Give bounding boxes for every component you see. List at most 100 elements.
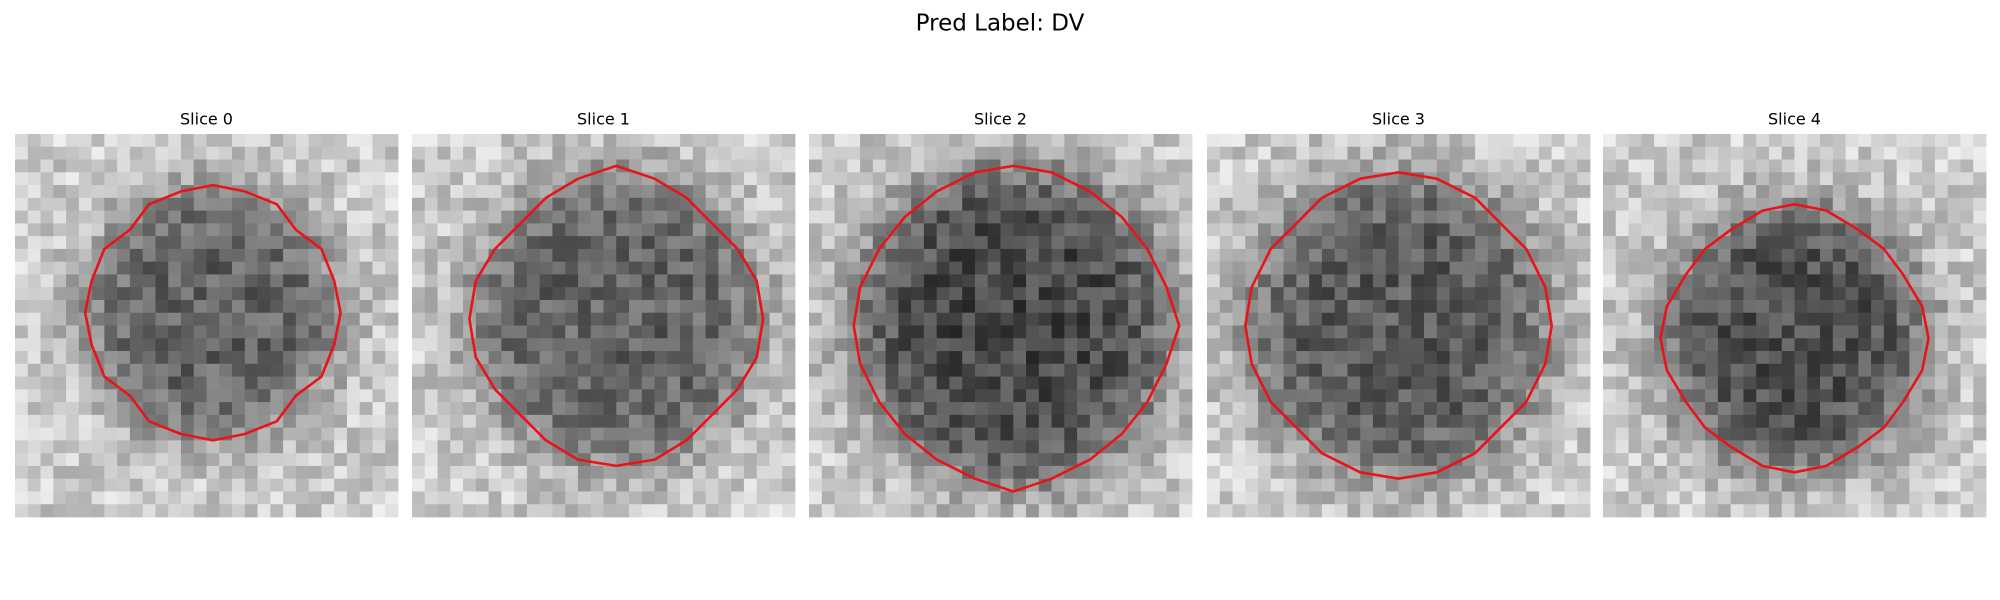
pixel (936, 134, 950, 148)
pixel (1398, 210, 1412, 224)
pixel (1551, 146, 1565, 160)
pixel (731, 299, 745, 314)
pixel (142, 453, 156, 467)
pixel (552, 427, 566, 441)
pixel (590, 185, 604, 199)
pixel (1615, 363, 1629, 377)
pixel (104, 287, 118, 301)
pixel (117, 465, 131, 480)
pixel (743, 197, 758, 211)
pixel (809, 210, 823, 224)
pixel (1794, 491, 1808, 505)
pixel (219, 134, 233, 148)
pixel (898, 248, 912, 263)
pixel (1449, 427, 1463, 441)
pixel (193, 465, 207, 480)
pixel (1115, 185, 1129, 199)
pixel (1000, 504, 1014, 518)
pixel (847, 402, 861, 416)
pixel (1283, 376, 1297, 390)
pixel (603, 351, 617, 365)
pixel (1102, 210, 1116, 224)
pixel (1296, 312, 1310, 326)
pixel (565, 299, 579, 314)
pixel (1258, 427, 1272, 441)
pixel (1038, 376, 1052, 390)
pixel (1000, 402, 1014, 416)
pixel (1705, 159, 1719, 173)
pixel (1258, 351, 1272, 365)
pixel (1140, 440, 1155, 454)
pixel (1411, 363, 1425, 377)
pixel (1654, 478, 1668, 492)
pixel (911, 210, 925, 224)
pixel (334, 363, 348, 377)
pixel (1717, 146, 1732, 160)
pixel (501, 504, 515, 518)
pixel (232, 236, 246, 250)
pixel (1654, 172, 1668, 186)
pixel (283, 197, 297, 211)
pixel (1883, 223, 1898, 237)
pixel (1538, 453, 1553, 467)
pixel (1321, 402, 1336, 416)
pixel (1219, 414, 1233, 429)
pixel (1385, 312, 1399, 326)
pixel (667, 478, 681, 492)
pixel (129, 261, 144, 275)
pixel (1679, 440, 1693, 454)
pixel (1794, 363, 1808, 377)
pixel (1871, 248, 1885, 263)
pixel (680, 172, 694, 186)
pixel (1526, 197, 1540, 211)
pixel (936, 427, 950, 441)
pixel (1347, 414, 1361, 429)
pixel (1245, 223, 1259, 237)
pixel (1743, 146, 1757, 160)
pixel (1128, 453, 1142, 467)
pixel (565, 440, 579, 454)
pixel (385, 376, 399, 390)
pixel (1756, 325, 1770, 339)
pixel (1115, 351, 1129, 365)
pixel (1551, 414, 1565, 429)
pixel (78, 172, 92, 186)
pixel (911, 325, 925, 339)
pixel (1270, 159, 1284, 173)
pixel (463, 389, 477, 403)
pixel (962, 402, 976, 416)
pixel (244, 363, 258, 377)
pixel (1462, 159, 1476, 173)
pixel (949, 159, 963, 173)
pixel (552, 453, 566, 467)
pixel (577, 146, 592, 160)
pixel (1896, 427, 1910, 441)
pixel (962, 159, 976, 173)
pixel (590, 312, 604, 326)
pixel (1858, 338, 1872, 352)
pixel (1934, 402, 1949, 416)
pixel (359, 197, 373, 211)
pixel (424, 299, 438, 314)
pixel (1858, 134, 1872, 148)
pixel (1309, 478, 1323, 492)
pixel (1347, 134, 1361, 148)
panel-title: Slice 1 (577, 110, 630, 129)
pixel (756, 402, 770, 416)
pixel (53, 312, 67, 326)
pixel (616, 197, 630, 211)
pixel (257, 338, 271, 352)
pixel (1807, 363, 1821, 377)
pixel (1947, 478, 1961, 492)
pixel (1321, 287, 1336, 301)
pixel (27, 248, 41, 263)
pixel (450, 491, 464, 505)
pixel (437, 351, 451, 365)
pixel (1398, 440, 1412, 454)
pixel (1321, 440, 1336, 454)
pixel (936, 159, 950, 173)
pixel (1794, 312, 1808, 326)
pixel (1475, 325, 1489, 339)
pixel (1934, 504, 1949, 518)
